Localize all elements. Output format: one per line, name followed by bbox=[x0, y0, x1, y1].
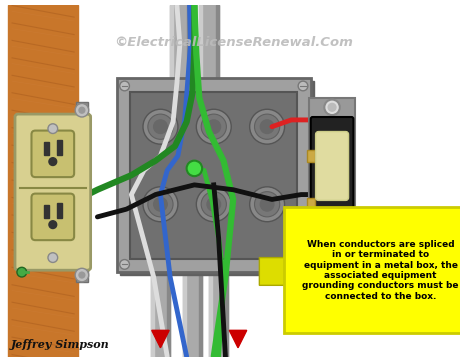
Bar bbox=[183, 262, 202, 357]
Bar bbox=[199, 5, 202, 98]
Bar bbox=[130, 92, 297, 258]
Circle shape bbox=[17, 267, 27, 277]
Polygon shape bbox=[259, 241, 318, 302]
Circle shape bbox=[154, 198, 167, 211]
Circle shape bbox=[207, 120, 220, 134]
Circle shape bbox=[255, 114, 280, 139]
Bar bbox=[183, 262, 186, 357]
Circle shape bbox=[207, 198, 220, 211]
FancyBboxPatch shape bbox=[31, 131, 74, 177]
FancyBboxPatch shape bbox=[15, 114, 91, 270]
Bar bbox=[151, 262, 170, 357]
Circle shape bbox=[120, 260, 129, 269]
Circle shape bbox=[187, 161, 202, 176]
Circle shape bbox=[328, 104, 336, 111]
Bar bbox=[8, 5, 78, 357]
Circle shape bbox=[324, 100, 340, 115]
Circle shape bbox=[79, 107, 85, 113]
Circle shape bbox=[196, 109, 231, 144]
Bar bbox=[170, 5, 190, 98]
Circle shape bbox=[148, 191, 173, 217]
Circle shape bbox=[48, 124, 58, 134]
Bar bbox=[309, 98, 356, 267]
Bar bbox=[167, 262, 170, 357]
Circle shape bbox=[324, 250, 340, 265]
Circle shape bbox=[196, 187, 231, 222]
Circle shape bbox=[49, 158, 57, 165]
Circle shape bbox=[260, 198, 274, 211]
Polygon shape bbox=[152, 331, 169, 348]
FancyBboxPatch shape bbox=[31, 194, 74, 240]
Circle shape bbox=[201, 114, 227, 139]
Circle shape bbox=[250, 109, 284, 144]
Circle shape bbox=[328, 254, 336, 261]
Bar bbox=[44, 142, 49, 155]
Bar bbox=[199, 5, 219, 98]
Circle shape bbox=[79, 272, 85, 278]
Circle shape bbox=[48, 253, 58, 262]
Bar bbox=[209, 262, 212, 357]
Bar bbox=[117, 78, 311, 272]
Bar bbox=[44, 205, 49, 218]
Circle shape bbox=[75, 104, 89, 117]
Bar bbox=[170, 5, 173, 98]
Bar bbox=[283, 207, 474, 333]
Bar bbox=[57, 203, 62, 218]
Circle shape bbox=[250, 187, 284, 222]
Circle shape bbox=[143, 109, 178, 144]
Circle shape bbox=[260, 120, 274, 134]
Bar bbox=[120, 81, 314, 275]
Circle shape bbox=[201, 191, 227, 217]
Circle shape bbox=[75, 268, 89, 282]
Bar bbox=[57, 140, 62, 155]
Bar bbox=[199, 262, 202, 357]
Bar bbox=[151, 262, 154, 357]
Text: Jeffrey Simpson: Jeffrey Simpson bbox=[11, 339, 110, 350]
Circle shape bbox=[255, 191, 280, 217]
FancyBboxPatch shape bbox=[311, 117, 354, 248]
Bar bbox=[76, 102, 88, 282]
Circle shape bbox=[120, 81, 129, 91]
Circle shape bbox=[327, 253, 337, 262]
Bar bbox=[307, 150, 315, 161]
Text: When conductors are spliced
in or terminated to
equipment in a metal box, the
as: When conductors are spliced in or termin… bbox=[302, 240, 459, 301]
Circle shape bbox=[148, 114, 173, 139]
Bar bbox=[216, 5, 219, 98]
Bar bbox=[187, 5, 190, 98]
Bar bbox=[226, 262, 228, 357]
Circle shape bbox=[298, 260, 308, 269]
Circle shape bbox=[154, 120, 167, 134]
Text: ©ElectricalLicenseRenewal.Com: ©ElectricalLicenseRenewal.Com bbox=[114, 36, 353, 49]
Circle shape bbox=[143, 187, 178, 222]
Circle shape bbox=[298, 81, 308, 91]
Polygon shape bbox=[229, 331, 247, 348]
Circle shape bbox=[353, 226, 362, 235]
Circle shape bbox=[49, 221, 57, 228]
Bar bbox=[209, 262, 228, 357]
FancyBboxPatch shape bbox=[316, 131, 348, 201]
Bar bbox=[307, 198, 315, 210]
